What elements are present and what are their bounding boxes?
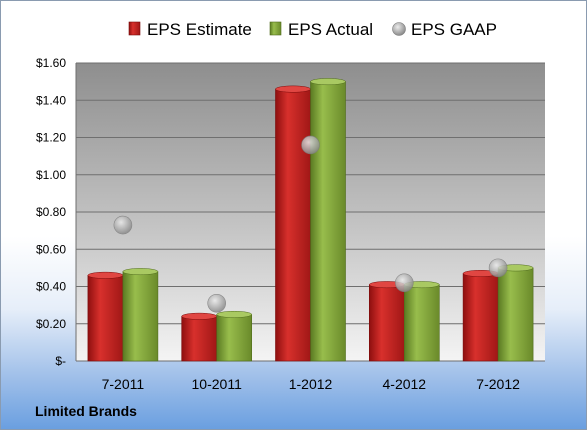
y-tick-label: $0.80 <box>36 205 66 219</box>
bar-cap-actual <box>310 78 346 86</box>
marker-eps-gaap <box>207 293 226 313</box>
x-tick-label: 7-2012 <box>476 376 520 392</box>
bar-eps-estimate <box>87 275 124 362</box>
bar-eps-estimate <box>181 315 217 362</box>
bar-eps-actual <box>497 267 534 362</box>
bar-eps-actual <box>122 271 159 362</box>
y-tick-label: $0.40 <box>36 280 66 294</box>
y-tick-label: $0.20 <box>36 317 66 331</box>
y-tick-label: $0.60 <box>36 242 66 256</box>
marker-eps-gaap <box>113 215 133 235</box>
marker-eps-gaap <box>488 258 508 278</box>
bar-cap-estimate <box>181 312 217 320</box>
legend-swatch-estimate <box>128 21 141 36</box>
marker-eps-gaap <box>301 135 320 155</box>
plot-area: $- $0.20 $0.40 $0.60 $0.80 $1.00 $1.20 $1.40 $1.… <box>36 56 545 392</box>
bar-eps-estimate <box>368 284 405 362</box>
y-tick-label: $1.60 <box>36 56 66 70</box>
y-tick-label: $1.40 <box>36 93 66 107</box>
bar-eps-estimate <box>462 273 499 362</box>
bar-cap-actual <box>122 268 159 276</box>
x-tick-label: 1-2012 <box>289 376 333 392</box>
bar-eps-estimate <box>275 88 311 362</box>
legend: EPS Estimate EPS Actual EPS GAAP <box>128 20 497 39</box>
bar-eps-actual <box>310 81 346 362</box>
bar-cap-actual <box>216 310 252 318</box>
legend-label: EPS Estimate <box>147 20 252 39</box>
marker-eps-gaap <box>394 273 414 293</box>
y-tick-label: $1.00 <box>36 168 66 182</box>
y-tick-label: $1.20 <box>36 131 66 145</box>
legend-swatch-actual <box>269 21 282 36</box>
bar-eps-actual <box>216 314 252 362</box>
bar-cap-estimate <box>87 271 124 279</box>
x-tick-label: 10-2011 <box>192 376 243 392</box>
bar-eps-actual <box>403 284 440 362</box>
x-tick-label: 4-2012 <box>383 376 427 392</box>
legend-label: EPS GAAP <box>411 20 497 39</box>
x-tick-label: 7-2011 <box>102 376 145 392</box>
legend-swatch-gaap <box>392 22 406 36</box>
y-tick-label: $- <box>55 354 66 368</box>
bar-cap-estimate <box>275 85 311 93</box>
legend-label: EPS Actual <box>288 20 373 39</box>
company-label: Limited Brands <box>35 403 137 419</box>
